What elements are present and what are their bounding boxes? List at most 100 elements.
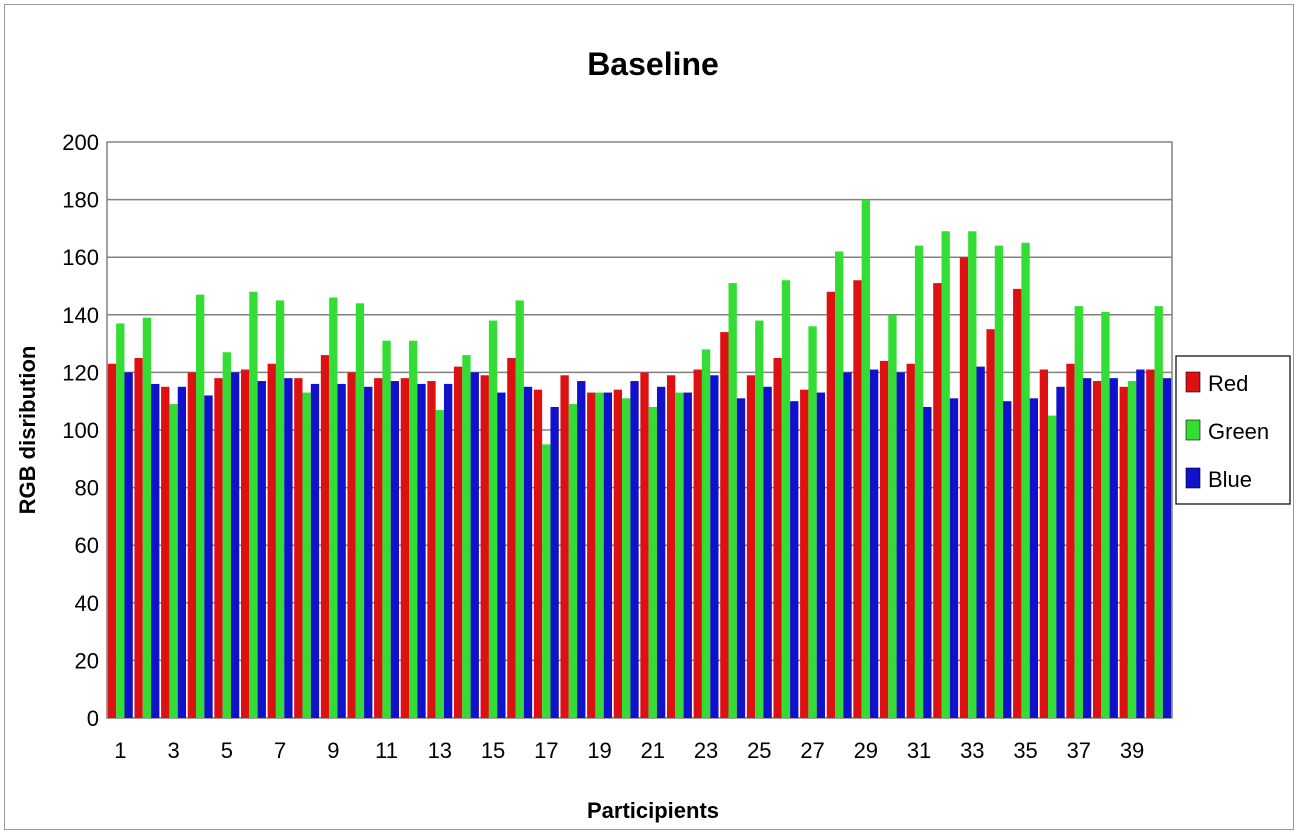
bar-green-24 <box>728 283 737 718</box>
bar-red-28 <box>826 291 836 718</box>
y-tick-label: 20 <box>75 648 99 673</box>
x-tick-label: 19 <box>587 738 611 763</box>
bar-red-36 <box>1039 369 1049 718</box>
bar-blue-36 <box>1056 386 1065 718</box>
bar-red-22 <box>666 375 676 718</box>
bar-green-15 <box>488 320 498 718</box>
bar-blue-35 <box>1029 398 1039 718</box>
x-tick-label: 15 <box>481 738 505 763</box>
bar-green-28 <box>835 251 844 718</box>
bar-green-6 <box>249 291 258 718</box>
plot-area <box>106 141 1173 719</box>
bar-red-30 <box>879 360 889 718</box>
bars <box>107 199 1172 719</box>
bar-red-34 <box>986 329 995 718</box>
bar-red-24 <box>720 332 729 718</box>
bar-blue-33 <box>976 366 985 718</box>
x-tick-label: 7 <box>274 738 286 763</box>
x-tick-label: 29 <box>854 738 878 763</box>
bar-blue-4 <box>204 395 213 718</box>
bar-red-23 <box>693 369 702 718</box>
bar-green-29 <box>861 199 870 719</box>
bar-green-7 <box>275 300 285 718</box>
bar-green-26 <box>781 280 791 718</box>
bar-blue-8 <box>310 383 320 718</box>
bar-red-18 <box>560 375 569 718</box>
bar-green-32 <box>941 231 950 718</box>
bar-blue-38 <box>1109 378 1118 718</box>
bar-red-1 <box>107 363 117 718</box>
bar-red-7 <box>267 363 276 718</box>
x-tick-label: 25 <box>747 738 771 763</box>
bar-blue-9 <box>337 383 346 718</box>
bar-green-5 <box>222 352 231 718</box>
bar-blue-16 <box>523 386 533 718</box>
bar-blue-10 <box>364 386 373 718</box>
bar-red-35 <box>1013 288 1022 718</box>
bar-green-34 <box>994 245 1004 718</box>
x-axis-title: Participients <box>587 798 719 823</box>
bar-green-18 <box>568 404 578 718</box>
bar-green-19 <box>595 392 604 718</box>
y-tick-label: 60 <box>75 533 99 558</box>
bar-green-37 <box>1074 306 1083 718</box>
bar-blue-18 <box>577 381 586 718</box>
bar-blue-23 <box>710 375 719 718</box>
bar-blue-37 <box>1082 378 1092 718</box>
bar-green-14 <box>462 355 471 718</box>
bar-green-39 <box>1127 381 1137 718</box>
bar-red-26 <box>773 358 782 718</box>
y-tick-label: 140 <box>62 303 99 328</box>
grid <box>107 198 1172 662</box>
bar-blue-22 <box>683 392 692 718</box>
bar-green-10 <box>355 303 365 718</box>
bar-red-40 <box>1146 369 1155 718</box>
bar-green-12 <box>409 340 418 718</box>
bar-blue-7 <box>284 378 293 718</box>
bar-green-1 <box>116 323 125 718</box>
legend-swatch-blue <box>1185 467 1201 489</box>
bar-green-17 <box>542 444 551 718</box>
bar-blue-24 <box>736 398 746 718</box>
bar-red-12 <box>400 378 410 718</box>
bar-red-21 <box>640 372 649 718</box>
bar-red-3 <box>161 386 170 718</box>
bar-red-4 <box>187 372 197 718</box>
legend-label-green: Green <box>1208 419 1269 444</box>
bar-blue-5 <box>230 372 240 718</box>
bar-red-37 <box>1066 363 1075 718</box>
x-tick-label: 17 <box>534 738 558 763</box>
bar-green-13 <box>435 409 444 718</box>
legend-swatch-red <box>1185 371 1201 393</box>
bar-blue-2 <box>151 383 160 718</box>
bar-green-33 <box>968 231 977 718</box>
y-tick-label: 120 <box>62 360 99 385</box>
y-tick-labels: 0 20 40 60 80 100 120 140 160 180 200 <box>62 130 99 731</box>
y-tick-label: 180 <box>62 188 99 213</box>
x-tick-label: 27 <box>800 738 824 763</box>
bar-blue-25 <box>763 386 772 718</box>
x-tick-label: 33 <box>960 738 984 763</box>
x-tick-label: 39 <box>1120 738 1144 763</box>
bar-green-23 <box>701 349 711 718</box>
x-tick-label: 9 <box>327 738 339 763</box>
bar-red-13 <box>427 381 436 718</box>
bar-blue-40 <box>1162 378 1172 718</box>
bar-blue-39 <box>1136 369 1145 718</box>
legend: Red Green Blue <box>1175 355 1291 505</box>
x-tick-label: 13 <box>428 738 452 763</box>
bar-red-29 <box>853 280 862 718</box>
y-tick-label: 0 <box>87 706 99 731</box>
bar-red-11 <box>374 378 383 718</box>
bar-blue-1 <box>124 372 133 718</box>
bar-green-21 <box>648 406 657 718</box>
x-tick-label: 11 <box>375 738 398 763</box>
bar-red-10 <box>347 372 356 718</box>
bar-green-36 <box>1048 415 1057 718</box>
bar-blue-12 <box>417 383 426 718</box>
bar-blue-26 <box>790 401 799 718</box>
bar-blue-30 <box>896 372 905 718</box>
bar-green-11 <box>382 340 391 718</box>
legend-label-red: Red <box>1208 371 1248 396</box>
